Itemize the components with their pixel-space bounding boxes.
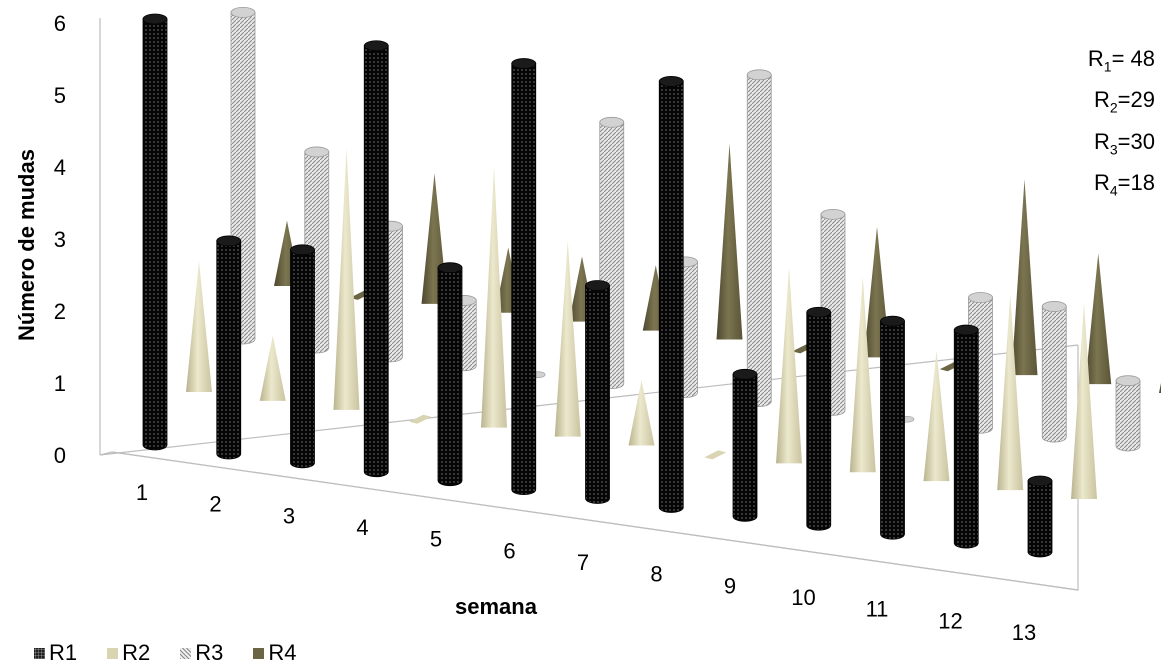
bar-r1-week-13: [1027, 475, 1053, 558]
bar-r2-week-13: [1071, 303, 1097, 499]
annotation-line-r3: R3=30: [1093, 128, 1155, 158]
x-tick-label-10: 10: [791, 585, 815, 610]
legend-label-r3: R3: [195, 640, 224, 665]
annotation-line-r2: R2=29: [1093, 87, 1155, 116]
bar-r1-week-3: [290, 244, 315, 469]
legend-swatch-r2: [107, 647, 119, 659]
y-tick-label-5: 5: [54, 83, 66, 108]
bar-r1-week-2: [216, 235, 242, 460]
bar-r2-week-12: [997, 294, 1024, 491]
annotation-line-r4: R4=18: [1093, 170, 1155, 199]
bar-r1-week-6: [511, 58, 537, 495]
bar-r4-week-11: [1011, 179, 1038, 376]
legend-label-r1: R1: [49, 640, 78, 665]
y-tick-label-2: 2: [54, 299, 66, 324]
bar-r2-week-4: [409, 414, 432, 424]
x-axis-ticks: 1 2 3 4 5 6 7 8 9 10 11 12 13: [136, 480, 1036, 645]
bar-r2-week-2: [259, 335, 286, 401]
bar-r1-week-7: [585, 280, 610, 504]
legend-item-r1: R1: [34, 640, 77, 666]
x-tick-label-8: 8: [650, 562, 662, 587]
x-tick-label-1: 1: [136, 480, 148, 505]
bar-r2-week-6: [554, 240, 581, 437]
x-tick-label-12: 12: [938, 608, 962, 633]
legend-item-r3: R3: [180, 640, 223, 666]
legend: R1 R2 R3 R4: [34, 640, 297, 666]
bar-r1-week-9: [732, 368, 758, 522]
chart-marks: [142, 6, 1161, 558]
bar-r2-week-3: [333, 148, 360, 410]
x-tick-label-11: 11: [866, 597, 889, 622]
bar-r2-week-7: [628, 380, 655, 446]
y-tick-label-1: 1: [54, 371, 66, 396]
plot-frame: [99, 18, 1079, 591]
y-axis-ticks: 0 1 2 3 4 5 6: [54, 11, 66, 468]
legend-label-r2: R2: [122, 640, 151, 665]
legend-swatch-r3: [180, 647, 192, 659]
x-tick-label-9: 9: [724, 573, 736, 598]
bar-r3-week-13: [1115, 375, 1141, 452]
y-tick-label-3: 3: [54, 227, 66, 252]
bar-r2-week-8: [704, 450, 727, 460]
y-tick-label-6: 6: [54, 11, 66, 36]
x-tick-label-7: 7: [577, 550, 589, 575]
bar-r3-week-8: [746, 69, 772, 407]
x-tick-label-6: 6: [503, 538, 515, 563]
bar-r2-week-5: [481, 166, 507, 428]
bar-r1-week-11: [880, 315, 905, 540]
x-axis-title: semana: [455, 594, 538, 619]
legend-swatch-r1: [34, 647, 45, 659]
bar-r1-week-12: [953, 324, 979, 549]
bar-r1-week-1: [142, 13, 168, 451]
x-axis-line: [111, 451, 1079, 591]
annotation-line-r1: R1= 48: [1087, 46, 1155, 75]
legend-item-r4: R4: [253, 640, 297, 666]
bar-r2-week-9: [776, 267, 802, 464]
x-tick-label-5: 5: [430, 527, 442, 552]
bar-r1-week-10: [806, 306, 832, 531]
bar-r4-week-12: [1085, 253, 1112, 385]
legend-label-r4: R4: [268, 640, 297, 665]
y-tick-label-4: 4: [54, 155, 66, 180]
bar-r3-week-12: [1041, 301, 1067, 443]
y-tick-label-0: 0: [54, 443, 66, 468]
x-tick-label-2: 2: [209, 492, 221, 517]
bar-r2-week-11: [923, 350, 950, 482]
bar-r4-week-7: [716, 143, 743, 340]
bar-r2-week-1: [186, 261, 212, 392]
y-axis-title: Número de mudas: [14, 149, 39, 341]
bar-r1-week-5: [437, 262, 463, 487]
bar-r2-week-10: [849, 276, 876, 473]
totals-annotation: R1= 48 R2=29 R3=30 R4=18: [1088, 42, 1155, 208]
legend-swatch-r4: [253, 647, 265, 659]
x-tick-label-13: 13: [1012, 620, 1036, 645]
x-tick-label-3: 3: [283, 503, 295, 528]
bar-r1-week-4: [363, 40, 389, 478]
bar-r1-week-8: [658, 76, 684, 513]
x-tick-label-4: 4: [356, 515, 368, 540]
legend-item-r2: R2: [107, 640, 150, 666]
